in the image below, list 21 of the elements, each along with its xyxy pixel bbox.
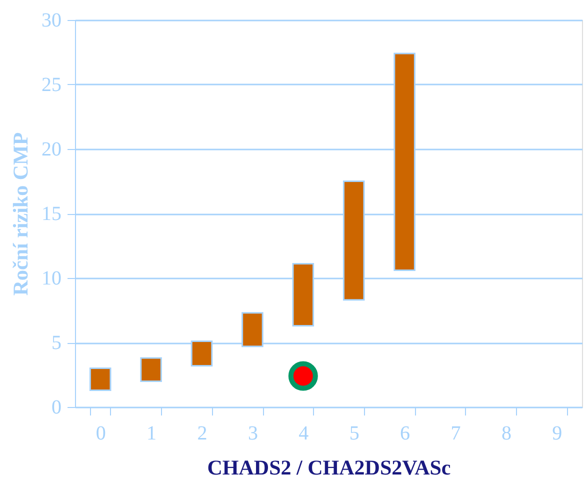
- y-tick-label: 0: [52, 396, 62, 418]
- x-tick-label: 3: [248, 422, 258, 444]
- bar: [89, 368, 112, 391]
- x-tick-label: 2: [197, 422, 208, 444]
- x-tick-label: 4: [298, 422, 309, 444]
- x-tick-label: 7: [450, 422, 461, 444]
- x-tick-label: 0: [96, 422, 106, 444]
- x-axis-title: CHADS2 / CHA2DS2VASc: [207, 456, 451, 480]
- y-axis-title: Roční riziko CMP: [8, 132, 32, 296]
- y-tick-label: 15: [42, 203, 62, 225]
- x-tick-label: 5: [349, 422, 360, 444]
- y-tick-label: 5: [52, 332, 62, 354]
- x-tick-label: 8: [501, 422, 512, 444]
- y-tick-label: 30: [42, 10, 62, 32]
- y-tick-label: 20: [42, 138, 62, 160]
- x-tick-label: 9: [552, 422, 562, 444]
- y-tick-label: 25: [42, 74, 62, 96]
- y-tick-label: 10: [42, 268, 62, 290]
- bar: [140, 357, 162, 382]
- x-tick-label: 6: [400, 422, 410, 444]
- x-tick-label: 1: [146, 422, 157, 444]
